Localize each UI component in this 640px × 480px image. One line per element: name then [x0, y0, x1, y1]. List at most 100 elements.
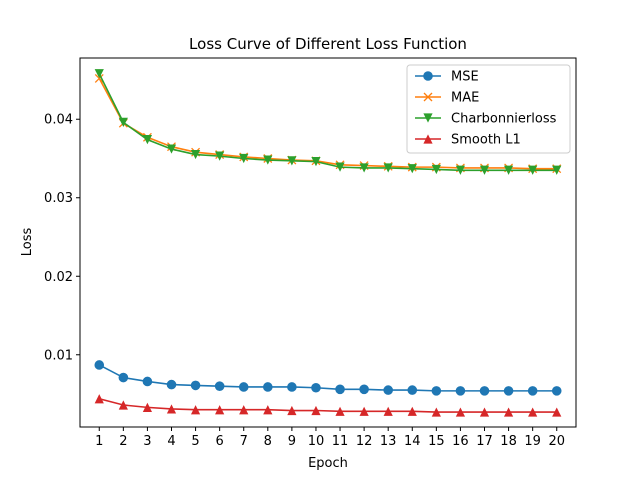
point-charbonnierloss-13	[383, 163, 393, 173]
point-smooth-l1-2	[118, 400, 128, 410]
point-charbonnierloss-5	[190, 149, 201, 160]
x-tick-label-8: 8	[264, 434, 272, 449]
x-tick-label-5: 5	[191, 434, 199, 449]
point-mse-1	[94, 360, 105, 370]
point-smooth-l1-17	[479, 407, 490, 417]
point-charbonnierloss-12	[359, 163, 369, 173]
point-smooth-l1-18	[503, 407, 514, 417]
point-mse-5	[190, 380, 201, 391]
point-charbonnierloss-19	[528, 165, 538, 175]
x-tick-label-20: 20	[548, 434, 565, 449]
y-axis-label: Loss	[20, 228, 35, 257]
point-smooth-l1-7	[239, 405, 249, 415]
point-mse-13	[383, 385, 393, 395]
point-smooth-l1-10	[311, 405, 321, 416]
point-charbonnierloss-18	[503, 165, 514, 175]
point-smooth-l1-3	[142, 402, 153, 412]
point-mae-1	[94, 73, 104, 83]
legend-marker-smooth-l1	[423, 134, 433, 144]
x-tick-label-15: 15	[428, 434, 445, 449]
x-tick-label-4: 4	[167, 434, 175, 449]
x-tick-label-16: 16	[452, 434, 469, 449]
point-charbonnierloss-14	[407, 164, 417, 174]
point-charbonnierloss-7	[239, 153, 249, 164]
legend-box	[406, 64, 571, 154]
point-mse-17	[479, 386, 490, 396]
point-mae-1-stroke-b	[94, 73, 104, 83]
point-charbonnierloss-9	[287, 156, 297, 166]
point-mse-6	[214, 381, 225, 391]
x-tick-label-2: 2	[119, 434, 127, 449]
x-axis-label: Epoch	[308, 456, 348, 471]
y-tick-label-0: 0.01	[44, 348, 73, 363]
series-mse	[94, 360, 562, 396]
x-tick-label-17: 17	[476, 434, 493, 449]
point-smooth-l1-13	[383, 406, 393, 416]
series-charbonnierloss	[94, 69, 562, 175]
point-mse-11	[335, 384, 345, 395]
point-charbonnierloss-1	[94, 69, 104, 79]
point-charbonnierloss-3	[142, 135, 153, 145]
point-smooth-l1-1	[94, 394, 104, 404]
chart-title: Loss Curve of Different Loss Function	[189, 35, 467, 53]
point-charbonnierloss-2	[118, 117, 128, 127]
point-mse-7	[238, 382, 249, 392]
point-smooth-l1-5	[190, 405, 201, 415]
x-tick-label-14: 14	[404, 434, 421, 449]
series-line-charbonnierloss	[98, 73, 557, 172]
legend: MSE MAE Charbonnierloss Smooth L1	[406, 64, 571, 154]
legend-marker-mse	[423, 71, 433, 81]
x-tick-label-11: 11	[332, 434, 349, 449]
legend-label-mae: MAE	[451, 91, 479, 106]
legend-label-smooth-l1: Smooth L1	[451, 133, 521, 148]
point-mse-16	[455, 386, 466, 396]
point-smooth-l1-9	[287, 405, 297, 416]
y-tick-label-3: 0.04	[44, 113, 73, 128]
point-smooth-l1-4	[166, 404, 177, 414]
x-tick-label-12: 12	[356, 434, 373, 449]
point-mse-15	[431, 386, 442, 396]
point-smooth-l1-14	[407, 406, 417, 416]
point-charbonnierloss-11	[335, 162, 345, 172]
point-charbonnierloss-17	[479, 165, 490, 175]
point-mse-3	[142, 376, 153, 387]
point-mse-2	[118, 372, 129, 383]
point-charbonnierloss-4	[166, 144, 177, 154]
x-tick-label-3: 3	[143, 434, 151, 449]
legend-marker-charbonnierloss	[423, 113, 433, 123]
point-smooth-l1-8	[263, 405, 273, 415]
series-smooth-l1	[94, 394, 562, 417]
x-tick-label-7: 7	[240, 434, 248, 449]
point-mse-4	[166, 379, 177, 390]
point-smooth-l1-16	[455, 407, 466, 417]
legend-marker-mae	[423, 92, 433, 102]
x-tick-label-1: 1	[95, 434, 103, 449]
point-mse-19	[527, 386, 538, 396]
y-axis: 0.01 0.02 0.03 0.04	[44, 113, 80, 363]
point-mse-18	[503, 386, 514, 396]
point-mse-12	[359, 384, 369, 395]
point-smooth-l1-12	[359, 406, 369, 416]
legend-marker-mae-stroke-b	[423, 92, 433, 102]
y-tick-label-1: 0.02	[44, 270, 73, 285]
x-axis: 1 2 3 4 5 6 7 8 9 10 11 12 13 14 15 16 17 18 19 20	[95, 427, 565, 449]
x-tick-label-9: 9	[288, 434, 296, 449]
point-mse-14	[407, 385, 418, 395]
x-tick-label-6: 6	[216, 434, 224, 449]
point-smooth-l1-6	[215, 405, 225, 415]
plot-frame	[79, 57, 577, 428]
series-line-smooth-l1	[99, 397, 557, 413]
point-smooth-l1-20	[552, 407, 562, 417]
x-tick-label-19: 19	[524, 434, 541, 449]
point-charbonnierloss-20	[552, 165, 562, 175]
point-charbonnierloss-16	[455, 165, 466, 175]
point-mse-10	[311, 382, 321, 393]
x-tick-label-10: 10	[308, 434, 325, 449]
point-charbonnierloss-8	[263, 155, 273, 165]
x-tick-label-13: 13	[380, 434, 397, 449]
point-mse-20	[551, 386, 562, 396]
point-mse-8	[263, 382, 273, 392]
series-line-mae	[98, 78, 557, 170]
point-charbonnierloss-15	[431, 164, 441, 175]
legend-label-charbonnierloss: Charbonnierloss	[451, 112, 557, 127]
